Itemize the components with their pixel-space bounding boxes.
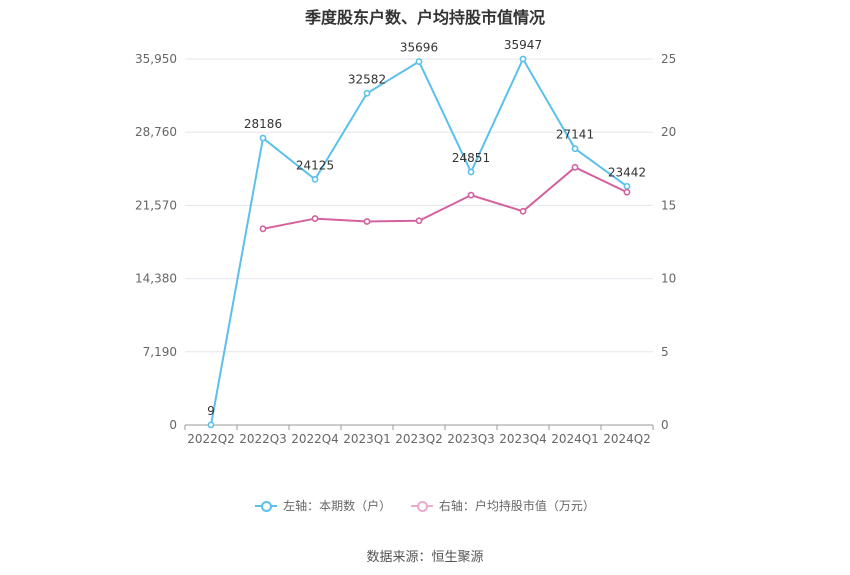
series-point-1[interactable] <box>311 215 319 222</box>
series-point-0[interactable] <box>571 145 579 153</box>
data-label: 24851 <box>452 151 490 165</box>
grid-lines <box>185 58 653 426</box>
x-tick-label: 2022Q4 <box>291 432 339 446</box>
right-tick-label: 5 <box>661 345 669 359</box>
right-tick-label: 20 <box>661 125 676 139</box>
series-point-0[interactable] <box>363 89 371 97</box>
chart-title: 季度股东户数、户均持股市值情况 <box>304 8 545 27</box>
left-tick-label: 35,950 <box>135 52 177 66</box>
series-point-1[interactable] <box>623 188 631 196</box>
data-label: 9 <box>207 404 215 418</box>
data-label: 23442 <box>608 165 646 179</box>
x-tick-label: 2022Q3 <box>239 432 287 446</box>
left-axis-ticks: 0 7,190 14,380 21,570 28,760 35,950 <box>135 52 177 432</box>
x-tick-label: 2024Q1 <box>551 432 599 446</box>
left-tick-label: 0 <box>169 418 177 432</box>
data-label: 35947 <box>504 38 542 52</box>
left-tick-label: 7,190 <box>143 345 177 359</box>
series-point-1[interactable] <box>519 207 527 215</box>
series-point-0[interactable] <box>259 134 267 142</box>
data-label: 28186 <box>244 117 282 131</box>
left-tick-label: 28,760 <box>135 125 177 139</box>
legend-swatch-holders <box>255 500 278 512</box>
series-line-1 <box>262 166 628 230</box>
x-tick-label: 2022Q2 <box>187 432 235 446</box>
series-point-0[interactable] <box>311 175 319 183</box>
x-tick-label: 2023Q2 <box>395 432 443 446</box>
right-axis-ticks: 0 5 10 15 20 25 <box>661 52 676 432</box>
series-point-0[interactable] <box>519 55 527 63</box>
series-point-1[interactable] <box>363 218 371 225</box>
series-point-1[interactable] <box>259 225 267 233</box>
right-tick-label: 0 <box>661 418 669 432</box>
source-note: 数据来源：恒生聚源 <box>366 550 484 565</box>
series-point-0[interactable] <box>467 168 475 176</box>
data-label: 24125 <box>296 158 334 172</box>
right-tick-label: 10 <box>661 272 676 286</box>
series-point-1[interactable] <box>571 163 579 171</box>
series-point-0[interactable] <box>415 58 423 65</box>
legend: 左轴：本期数（户） 右轴：户均持股市值（万元） <box>0 497 850 515</box>
data-label: 35696 <box>400 41 438 55</box>
right-tick-label: 15 <box>661 198 676 212</box>
series-layer <box>207 55 631 429</box>
right-tick-label: 25 <box>661 52 676 66</box>
series-point-0[interactable] <box>207 421 215 429</box>
data-label: 27141 <box>556 128 594 142</box>
legend-item-holders[interactable]: 左轴：本期数（户） <box>255 497 391 514</box>
data-labels: 9 28186 24125 32582 35696 24851 35947 27141 2344… <box>207 38 646 418</box>
legend-label-holders: 左轴：本期数（户） <box>283 499 392 513</box>
legend-item-avg-value[interactable]: 右轴：户均持股市值（万元） <box>410 497 595 514</box>
data-label: 32582 <box>348 72 386 86</box>
left-tick-label: 21,570 <box>135 198 177 212</box>
x-axis-ticks: 2022Q2 2022Q3 2022Q4 2023Q1 2023Q2 2023Q3 2023… <box>184 425 654 446</box>
x-tick-label: 2023Q4 <box>499 432 547 446</box>
series-point-1[interactable] <box>467 191 475 199</box>
series-point-1[interactable] <box>415 217 423 225</box>
x-tick-label: 2023Q3 <box>447 432 495 446</box>
x-tick-label: 2024Q2 <box>603 432 651 446</box>
series-line-0 <box>210 56 628 426</box>
legend-swatch-avg-value <box>410 500 433 512</box>
left-tick-label: 14,380 <box>135 272 177 286</box>
series-point-0[interactable] <box>623 182 631 190</box>
legend-label-avg-value: 右轴：户均持股市值（万元） <box>438 499 595 513</box>
x-tick-label: 2023Q1 <box>343 432 391 446</box>
